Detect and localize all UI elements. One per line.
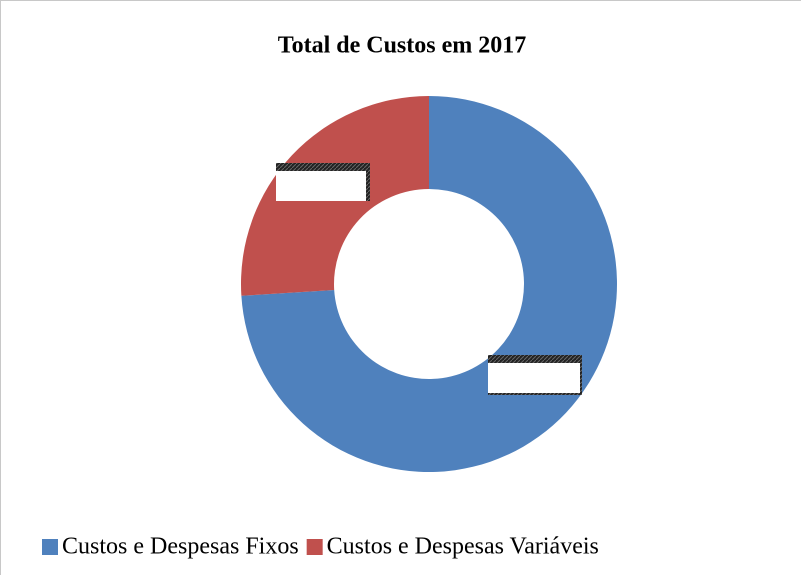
legend-swatch [42, 539, 58, 555]
legend-swatch [306, 539, 323, 555]
chart-title: Total de Custos em 2017 [278, 33, 526, 59]
legend-label: Custos e Despesas Fixos [62, 534, 299, 560]
label-box [276, 171, 366, 201]
label-box [488, 363, 580, 393]
legend-label: Custos e Despesas Variáveis [327, 534, 599, 560]
legend: Custos e Despesas Fixos Custos e Despesas… [42, 534, 599, 560]
data-label-boxes [276, 163, 582, 395]
